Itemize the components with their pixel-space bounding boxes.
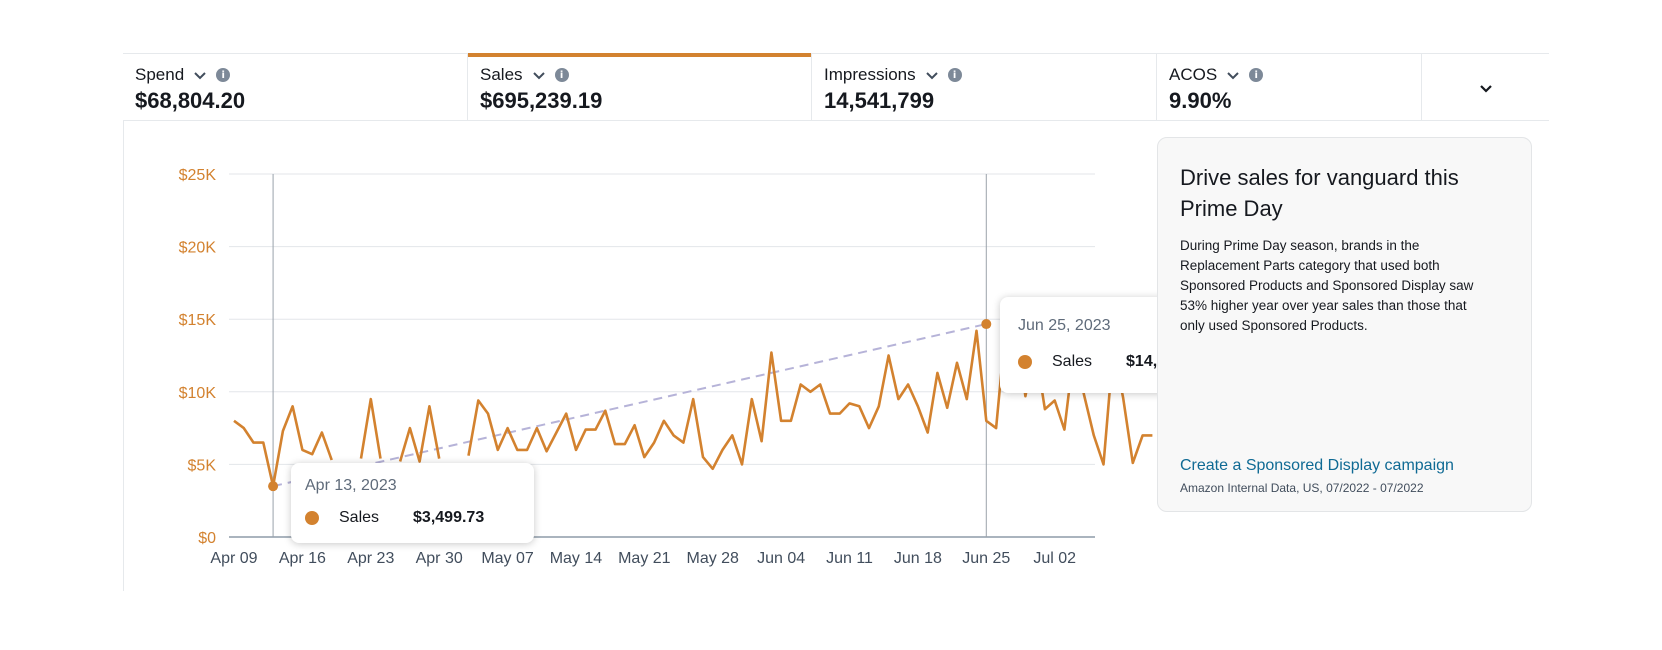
metric-tab-acos[interactable]: ACOS i 9.90% — [1157, 54, 1422, 121]
x-tick-label: Jun 18 — [894, 550, 942, 567]
x-tick-label: May 28 — [686, 550, 739, 567]
panel-divider — [123, 121, 124, 591]
prime-day-promo-card: Drive sales for vanguard this Prime Day … — [1157, 137, 1532, 512]
series-dot-icon — [305, 511, 319, 525]
metric-label: Sales — [480, 65, 523, 84]
metric-value: 14,541,799 — [824, 88, 935, 113]
tooltip-value: $3,499.73 — [413, 509, 485, 526]
x-tick-label: May 07 — [481, 550, 534, 567]
info-icon[interactable]: i — [216, 68, 231, 82]
chevron-down-icon[interactable] — [924, 67, 940, 83]
data-point-highlight — [981, 319, 992, 330]
y-tick-label: $0 — [198, 530, 216, 547]
metric-value: 9.90% — [1169, 88, 1232, 113]
sales-series-line — [359, 397, 382, 459]
promo-data-source: Amazon Internal Data, US, 07/2022 - 07/2… — [1180, 481, 1424, 495]
metric-value: $695,239.19 — [480, 88, 603, 113]
sales-series-line — [233, 404, 333, 488]
chevron-down-icon — [1479, 84, 1492, 93]
metric-label: Impressions — [824, 65, 916, 84]
y-tick-label: $25K — [179, 167, 217, 184]
tooltip-date: Apr 13, 2023 — [305, 477, 397, 494]
tooltip-date: Jun 25, 2023 — [1018, 317, 1111, 334]
info-icon[interactable]: i — [947, 68, 962, 82]
info-icon[interactable]: i — [554, 68, 569, 82]
chevron-down-icon[interactable] — [1225, 67, 1241, 83]
x-tick-label: Apr 09 — [210, 550, 257, 567]
metric-value: $68,804.20 — [135, 88, 246, 113]
x-tick-label: Apr 16 — [279, 550, 326, 567]
chart-tooltip-start: Apr 13, 2023 Sales $3,499.73 — [291, 463, 534, 543]
metric-bar: Spend i $68,804.20 Sales i $695,239.19 I… — [123, 53, 1549, 121]
x-tick-label: Apr 30 — [416, 550, 463, 567]
trend-line — [272, 323, 987, 488]
tooltip-series: Sales — [339, 509, 380, 526]
y-tick-label: $15K — [179, 312, 217, 329]
x-tick-label: Jul 02 — [1033, 550, 1076, 567]
metric-tab-sales[interactable]: Sales i $695,239.19 — [468, 53, 812, 121]
y-tick-label: $5K — [188, 457, 217, 474]
y-tick-label: $20K — [179, 240, 217, 257]
chevron-down-icon[interactable] — [192, 67, 208, 83]
sales-series-line — [398, 404, 441, 463]
expand-metrics-button[interactable] — [1422, 54, 1549, 121]
promo-body: During Prime Day season, brands in the R… — [1180, 238, 1474, 333]
series-dot-icon — [1018, 355, 1032, 369]
x-tick-label: Jun 04 — [757, 550, 805, 567]
metric-label: ACOS — [1169, 65, 1218, 84]
promo-title: Drive sales for vanguard this Prime Day — [1180, 165, 1459, 221]
y-tick-label: $10K — [179, 385, 217, 402]
x-tick-label: Apr 23 — [347, 550, 394, 567]
chevron-down-icon[interactable] — [531, 67, 547, 83]
info-icon[interactable]: i — [1249, 68, 1264, 82]
x-tick-label: Jun 25 — [962, 550, 1010, 567]
metric-label: Spend — [135, 65, 185, 84]
x-tick-label: May 21 — [618, 550, 671, 567]
tooltip-series: Sales — [1052, 353, 1093, 370]
metric-tab-impressions[interactable]: Impressions i 14,541,799 — [812, 54, 1157, 121]
metric-tab-spend[interactable]: Spend i $68,804.20 — [123, 54, 468, 121]
data-point-highlight — [268, 481, 279, 492]
x-tick-label: May 14 — [550, 550, 603, 567]
x-tick-label: Jun 11 — [826, 550, 873, 567]
create-sponsored-display-link[interactable]: Create a Sponsored Display campaign — [1180, 457, 1454, 474]
